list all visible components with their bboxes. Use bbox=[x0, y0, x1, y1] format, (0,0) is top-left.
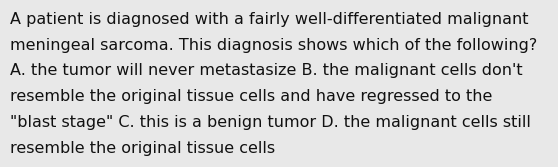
Text: resemble the original tissue cells: resemble the original tissue cells bbox=[10, 141, 275, 156]
Text: A. the tumor will never metastasize B. the malignant cells don't: A. the tumor will never metastasize B. t… bbox=[10, 63, 523, 78]
Text: meningeal sarcoma. This diagnosis shows which of the following?: meningeal sarcoma. This diagnosis shows … bbox=[10, 38, 537, 53]
Text: A patient is diagnosed with a fairly well-differentiated malignant: A patient is diagnosed with a fairly wel… bbox=[10, 12, 528, 27]
Text: "blast stage" C. this is a benign tumor D. the malignant cells still: "blast stage" C. this is a benign tumor … bbox=[10, 115, 531, 130]
Text: resemble the original tissue cells and have regressed to the: resemble the original tissue cells and h… bbox=[10, 89, 492, 104]
